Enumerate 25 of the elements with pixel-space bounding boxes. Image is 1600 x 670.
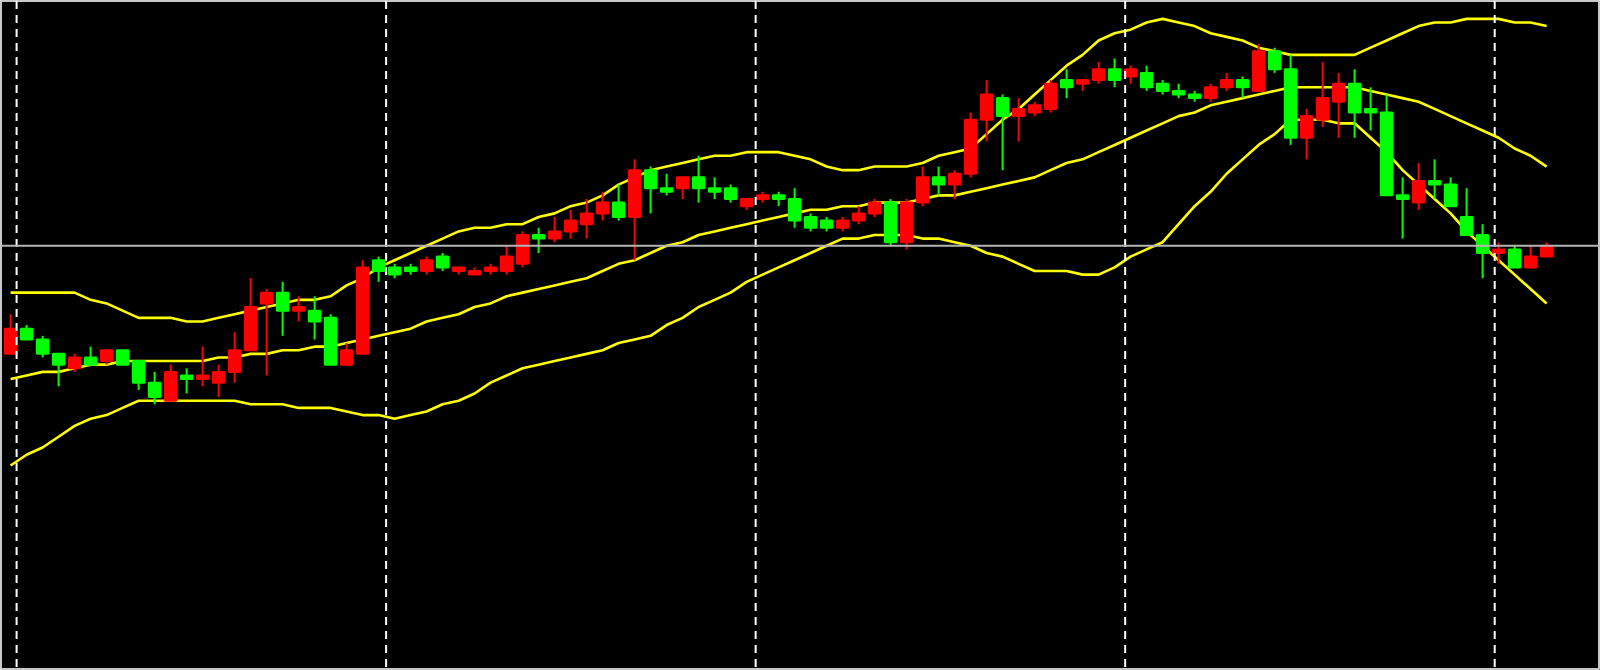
candlestick: [1123, 64, 1138, 85]
candlestick: [67, 352, 82, 373]
candlestick: [1251, 43, 1266, 92]
candlestick: [83, 345, 98, 366]
candlestick: [1235, 75, 1250, 100]
candlestick: [883, 197, 898, 247]
candlestick: [275, 280, 290, 337]
candlestick: [1411, 161, 1426, 211]
candlestick: [1107, 57, 1122, 89]
candlestick: [435, 252, 450, 273]
candlestick: [419, 255, 434, 276]
candlestick: [531, 226, 546, 255]
candlestick: [675, 176, 690, 200]
candlestick: [179, 367, 194, 395]
candlestick: [1507, 244, 1522, 269]
candlestick: [627, 158, 642, 262]
candlestick: [1491, 241, 1506, 265]
candlestick: [163, 363, 178, 402]
candlestick: [291, 295, 306, 323]
candlestick: [995, 93, 1010, 172]
candlestick: [1059, 68, 1074, 100]
candlestick: [259, 288, 274, 377]
candlestick: [611, 183, 626, 222]
candlestick: [3, 313, 18, 355]
candlestick: [931, 165, 946, 197]
